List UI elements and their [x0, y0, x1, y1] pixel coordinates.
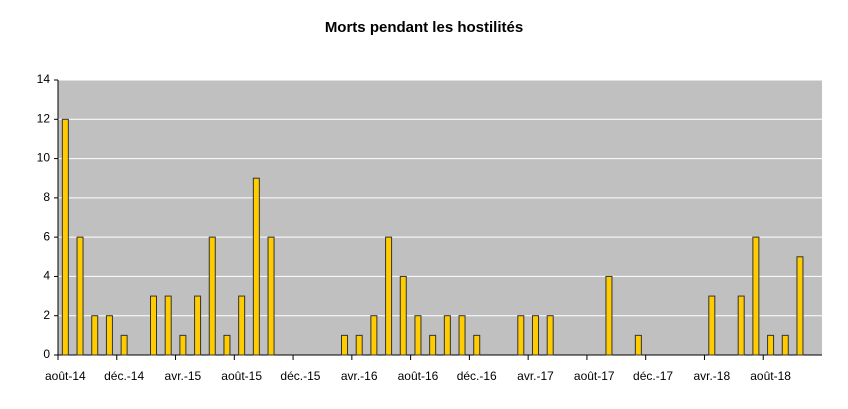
bar	[443, 315, 451, 356]
x-tick-label: août-17	[574, 369, 615, 383]
bar	[605, 275, 613, 356]
bar	[179, 334, 187, 356]
bar	[223, 334, 231, 356]
bar	[208, 236, 216, 356]
y-tick-label: 12	[37, 111, 51, 125]
x-tick-label: déc.-17	[633, 369, 673, 383]
x-tick-label: août-18	[750, 369, 791, 383]
bar	[532, 315, 539, 356]
bar	[399, 275, 407, 356]
x-tick-label: déc.-14	[104, 369, 144, 383]
bar	[458, 315, 466, 356]
x-tick-label: août-14	[45, 369, 86, 383]
bar	[414, 315, 422, 356]
x-tick-label: déc.-16	[457, 369, 497, 383]
bar	[238, 295, 246, 356]
x-tick-label: avr.-18	[693, 369, 730, 383]
bar	[150, 295, 157, 356]
bar	[737, 295, 745, 356]
x-tick-label: août-15	[221, 369, 262, 383]
x-tick-label: avr.-15	[165, 369, 202, 383]
x-tick-label: avr.-17	[517, 369, 554, 383]
bar	[767, 334, 775, 356]
y-tick-label: 10	[37, 151, 51, 165]
bar	[91, 315, 99, 356]
bar	[355, 334, 363, 356]
bar	[120, 334, 128, 356]
bar	[267, 236, 275, 356]
bar	[473, 334, 481, 356]
y-tick-label: 4	[43, 269, 50, 283]
y-tick-label: 6	[43, 229, 50, 243]
bar	[752, 236, 760, 356]
bar	[517, 315, 525, 356]
bar	[341, 334, 348, 356]
bar	[164, 295, 172, 356]
bar	[429, 334, 437, 356]
y-tick-label: 8	[43, 190, 50, 204]
bar	[76, 236, 84, 356]
bar	[194, 295, 202, 356]
plot-area	[58, 80, 822, 355]
bar	[546, 315, 554, 356]
bar	[708, 295, 716, 356]
y-tick-label: 14	[37, 72, 51, 86]
y-tick-label: 0	[43, 347, 50, 361]
bar	[370, 315, 378, 356]
y-tick-label: 2	[43, 308, 50, 322]
x-tick-label: avr.-16	[341, 369, 378, 383]
bar	[796, 256, 804, 356]
bar	[61, 118, 69, 356]
x-tick-label: août-16	[398, 369, 439, 383]
chart-title: Morts pendant les hostilités	[325, 19, 523, 36]
x-tick-label: déc.-15	[280, 369, 320, 383]
bar	[105, 315, 113, 356]
bar	[385, 236, 393, 356]
bar	[634, 334, 642, 356]
bar	[781, 334, 789, 356]
bar	[252, 177, 260, 356]
